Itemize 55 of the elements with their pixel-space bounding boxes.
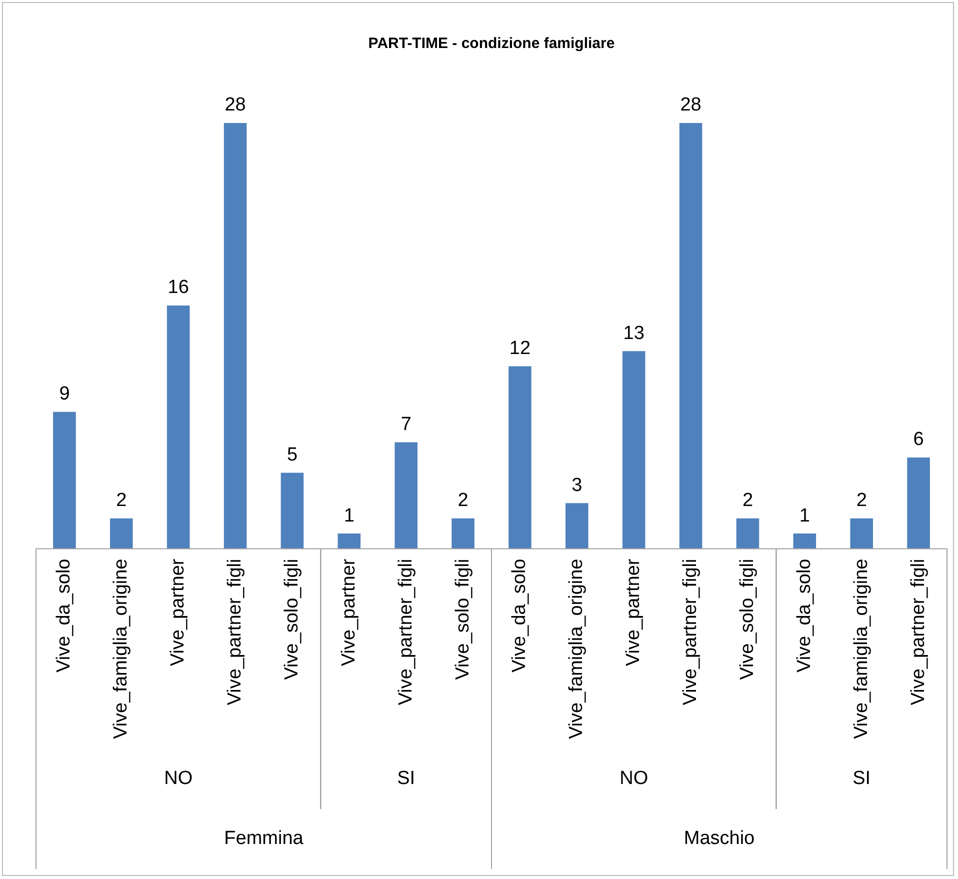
- x-tick-label: Vive_partner_figli: [224, 558, 246, 706]
- bar: [280, 472, 304, 549]
- bar: [622, 351, 646, 549]
- x-tick-label: Vive_da_solo: [54, 558, 75, 672]
- data-label: 12: [509, 338, 531, 360]
- text: Femmina: [224, 828, 304, 850]
- bar: [394, 442, 418, 549]
- bar: [907, 458, 930, 549]
- x-tick-label: Vive_famiglia_origine: [566, 558, 588, 740]
- data-label: 2: [116, 490, 127, 512]
- bar: [110, 518, 133, 549]
- x-tick-label: Vive_partner_figli: [680, 558, 702, 706]
- bar: [224, 123, 247, 549]
- text: Maschio: [684, 828, 755, 850]
- x-tick-label: Vive_solo_figli: [452, 558, 474, 680]
- x-tick-label: Vive_famiglia_origine: [110, 558, 132, 740]
- bar: [679, 123, 702, 549]
- data-label: 2: [742, 490, 754, 512]
- data-label: 2: [856, 490, 867, 512]
- data-label: 3: [572, 474, 582, 496]
- data-label: 28: [680, 94, 702, 116]
- data-label: 16: [168, 277, 189, 298]
- bar: [166, 305, 190, 549]
- data-label: 13: [623, 322, 644, 344]
- bar: [508, 366, 532, 549]
- text: NO: [620, 768, 648, 790]
- x-tick-label: Vive_da_solo: [794, 558, 815, 672]
- x-tick-label: Vive_famiglia_origine: [850, 558, 872, 740]
- data-label: 1: [799, 505, 810, 526]
- data-label: 7: [400, 414, 412, 436]
- bar: [736, 518, 760, 549]
- x-tick-label: Vive_partner: [623, 558, 644, 666]
- chart-title: PART-TIME - condizione famigliare: [368, 35, 615, 52]
- bar: [850, 518, 873, 549]
- text: SI: [852, 768, 871, 790]
- x-tick-label: Vive_da_solo: [509, 558, 530, 672]
- data-label: 5: [286, 444, 298, 466]
- text: NO: [164, 768, 193, 790]
- bar: [338, 534, 361, 549]
- text: SI: [397, 768, 416, 790]
- x-tick-label: Vive_partner_figli: [395, 558, 416, 706]
- bar: [53, 412, 76, 549]
- bar: [566, 503, 588, 549]
- bar: [793, 534, 816, 549]
- data-label: 2: [458, 490, 468, 512]
- x-tick-label: Vive_partner_figli: [908, 558, 929, 706]
- x-tick-label: Vive_solo_figli: [281, 558, 302, 680]
- data-label: 1: [344, 505, 354, 526]
- data-label: 28: [224, 94, 246, 116]
- x-tick-label: Vive_partner: [338, 558, 360, 666]
- bar: [452, 518, 474, 549]
- x-tick-label: Vive_partner: [168, 558, 189, 666]
- data-label: 6: [913, 429, 924, 450]
- data-label: 9: [59, 384, 70, 405]
- x-tick-label: Vive_solo_figli: [736, 558, 758, 680]
